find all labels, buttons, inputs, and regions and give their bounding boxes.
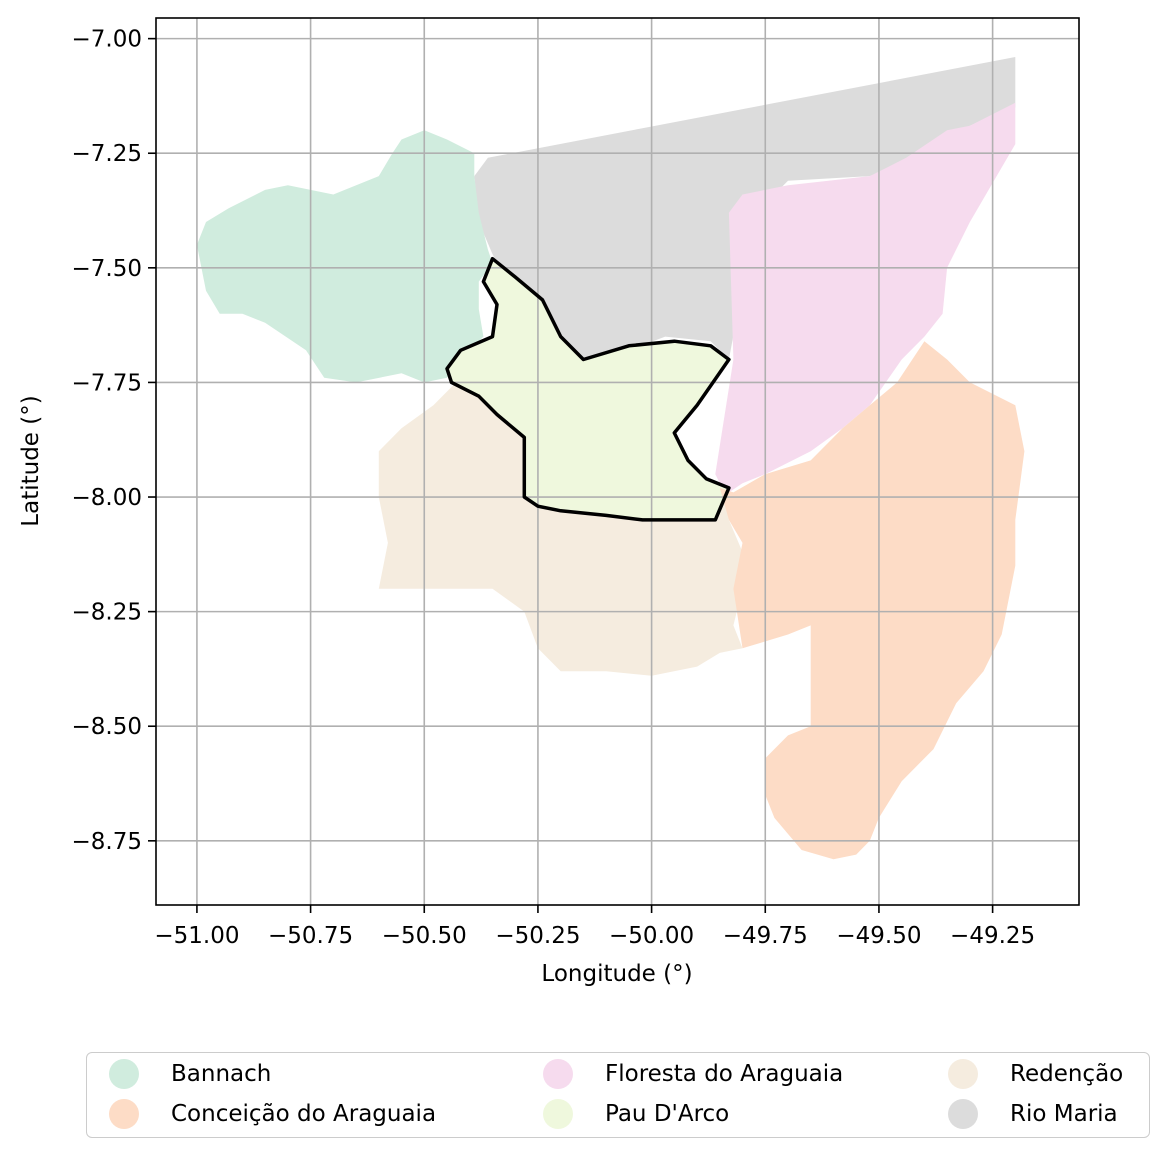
y-tick-label: −7.25 bbox=[72, 141, 142, 167]
x-tick-label: −49.50 bbox=[836, 923, 921, 949]
legend-item-redencao: Redenção bbox=[948, 1059, 1123, 1089]
legend-item-bannach: Bannach bbox=[109, 1059, 271, 1089]
legend-item-floresta-do-araguaia: Floresta do Araguaia bbox=[543, 1059, 843, 1089]
x-axis-label: Longitude (°) bbox=[541, 961, 692, 987]
grid-layer bbox=[156, 18, 1079, 905]
legend-label-redencao: Redenção bbox=[1010, 1061, 1124, 1087]
region-pau-d-arco bbox=[447, 258, 729, 520]
y-tick-label: −7.50 bbox=[72, 256, 142, 282]
outline-layer bbox=[445, 256, 731, 522]
x-tick-label: −49.25 bbox=[950, 923, 1035, 949]
legend-item-conceicao-do-araguaia: Conceição do Araguaia bbox=[109, 1099, 436, 1129]
legend-label-conceicao-do-araguaia: Conceição do Araguaia bbox=[171, 1101, 437, 1127]
y-tick-label: −8.00 bbox=[72, 485, 142, 511]
legend-marker-floresta-do-araguaia bbox=[543, 1059, 573, 1089]
legend: Bannach Conceição do Araguaia Floresta d… bbox=[86, 1052, 1150, 1138]
region-outline-pau-d-arco bbox=[445, 256, 731, 522]
x-tick-label: −50.75 bbox=[268, 923, 353, 949]
legend-marker-conceicao-do-araguaia bbox=[109, 1099, 139, 1129]
y-axis-label: Latitude (°) bbox=[18, 395, 44, 526]
x-tick-label: −50.25 bbox=[495, 923, 580, 949]
x-tick-label: −50.50 bbox=[382, 923, 467, 949]
legend-marker-rio-maria bbox=[948, 1099, 978, 1129]
y-tick-label: −7.00 bbox=[72, 27, 142, 53]
legend-label-floresta-do-araguaia: Floresta do Araguaia bbox=[605, 1061, 844, 1087]
region-floresta-do-araguaia bbox=[715, 102, 1016, 493]
region-conceicao-do-araguaia bbox=[719, 341, 1025, 860]
legend-item-pau-darco: Pau D'Arco bbox=[543, 1099, 729, 1129]
x-tick-label: −51.00 bbox=[154, 923, 239, 949]
y-tick-label: −7.75 bbox=[72, 370, 142, 396]
y-tick-label: −8.75 bbox=[72, 829, 142, 855]
x-tick-label: −50.00 bbox=[609, 923, 694, 949]
x-tick-label: −49.75 bbox=[723, 923, 808, 949]
region-bannach bbox=[196, 130, 493, 383]
legend-marker-bannach bbox=[109, 1059, 139, 1089]
y-tick-label: −8.25 bbox=[72, 600, 142, 626]
legend-marker-redencao bbox=[948, 1059, 978, 1089]
legend-marker-pau-darco bbox=[543, 1099, 573, 1129]
legend-label-pau-darco: Pau D'Arco bbox=[605, 1101, 730, 1127]
y-tick-label: −8.50 bbox=[72, 714, 142, 740]
map-figure: −51.00 −50.75 −50.50 −50.25 −50.00 −49.75 −49.… bbox=[18, 17, 1080, 987]
legend-item-rio-maria: Rio Maria bbox=[948, 1099, 1118, 1129]
legend-label-rio-maria: Rio Maria bbox=[1010, 1101, 1118, 1127]
regions-layer bbox=[196, 57, 1025, 860]
plot-frame bbox=[155, 17, 1080, 906]
ticks-layer: −51.00 −50.75 −50.50 −50.25 −50.00 −49.75 −49.… bbox=[72, 27, 1036, 949]
legend-label-bannach: Bannach bbox=[171, 1061, 272, 1087]
